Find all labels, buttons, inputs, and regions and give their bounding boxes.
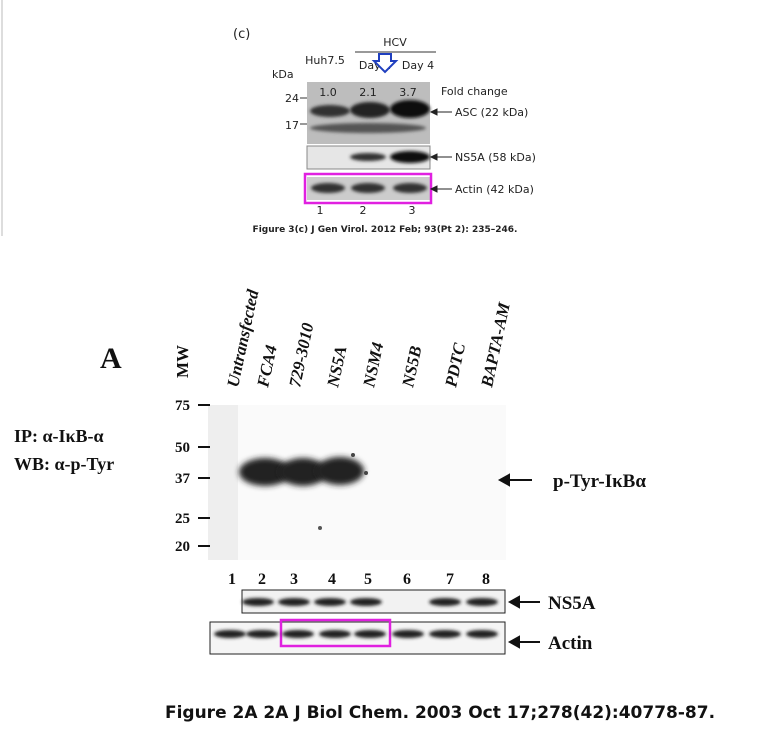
band — [242, 598, 274, 606]
band — [310, 123, 426, 133]
band — [239, 458, 291, 486]
band — [311, 183, 345, 193]
actin-strip — [209, 621, 506, 655]
band — [390, 100, 430, 118]
arrows — [497, 473, 540, 649]
speck — [351, 453, 355, 457]
ip-label: IP: α-IκB-α — [14, 426, 104, 446]
marker: 24 — [285, 92, 299, 105]
arrow-icon — [371, 53, 399, 74]
band — [390, 151, 430, 163]
fold-value: 3.7 — [399, 86, 417, 99]
band — [466, 598, 498, 606]
band — [392, 630, 424, 638]
band — [278, 598, 310, 606]
lane-label: NSM4 — [359, 341, 387, 390]
panel-a: A MW IP: α-IκB-α WB: α-p-Tyr p-Tyr-IκBα … — [14, 287, 646, 655]
group-label: HCV — [383, 36, 407, 49]
wb-label: WB: α-p-Tyr — [14, 454, 114, 474]
lane-number: 2 — [258, 571, 266, 588]
strip-label: NS5A — [548, 593, 596, 614]
band — [246, 630, 278, 638]
marker: 20 — [175, 539, 190, 555]
lane-number: 1 — [228, 571, 236, 588]
band — [393, 183, 427, 193]
band — [466, 630, 498, 638]
lane-label: Huh7.5 — [305, 54, 345, 67]
band — [429, 630, 461, 638]
highlight-box — [279, 618, 392, 648]
band — [351, 183, 385, 193]
band — [319, 630, 351, 638]
fold-header: Fold change — [441, 85, 508, 98]
speck — [318, 526, 322, 530]
lane-number: 3 — [290, 571, 298, 588]
marker: 25 — [175, 511, 190, 527]
lane-label: FCA4 — [253, 343, 281, 390]
lane-number: 2 — [360, 204, 367, 217]
marker: 17 — [285, 119, 299, 132]
band — [279, 458, 327, 486]
band — [350, 598, 382, 606]
band-label: Actin (42 kDa) — [455, 183, 534, 196]
band — [350, 153, 386, 161]
strip-label: Actin — [548, 633, 593, 654]
band-label: ASC (22 kDa) — [455, 106, 528, 119]
band — [282, 630, 314, 638]
kda-label: kDa — [272, 68, 294, 81]
lane-label: BAPTA-AM — [477, 300, 514, 390]
marker: 37 — [175, 471, 191, 487]
band — [310, 105, 350, 117]
lane-number: 4 — [328, 571, 336, 588]
panel-c: (c) HCV Huh7.5 Day 2 Day 4 kDa 24 17 1.0… — [233, 27, 536, 235]
lane-number: 7 — [446, 571, 454, 588]
lane-label: NS5B — [398, 344, 425, 390]
band — [354, 630, 386, 638]
marker: 75 — [175, 398, 190, 414]
band — [314, 598, 346, 606]
band — [316, 457, 364, 485]
lane-number: 5 — [364, 571, 372, 588]
band — [350, 102, 390, 118]
mw-label: MW — [173, 345, 192, 378]
caption: Figure 3(c) J Gen Virol. 2012 Feb; 93(Pt… — [253, 225, 518, 235]
fold-value: 1.0 — [319, 86, 337, 99]
lane-label: Day 4 — [402, 59, 434, 72]
blot-shade — [208, 405, 238, 560]
marker: 50 — [175, 440, 190, 456]
lane-number: 3 — [409, 204, 416, 217]
lane-label: NS5A — [323, 344, 350, 390]
fold-value: 2.1 — [359, 86, 377, 99]
lane-label: PDTC — [441, 341, 469, 390]
panel-label: (c) — [233, 27, 250, 42]
lane-number: 8 — [482, 571, 490, 588]
lane-number: 6 — [403, 571, 411, 588]
lane-label: 729-3010 — [285, 321, 317, 389]
band-label: p-Tyr-IκBα — [553, 471, 646, 492]
band — [429, 598, 461, 606]
panel-label: A — [100, 342, 122, 375]
speck — [364, 471, 368, 475]
band-label: NS5A (58 kDa) — [455, 151, 536, 164]
lane-number: 1 — [317, 204, 324, 217]
caption: Figure 2A 2A J Biol Chem. 2003 Oct 17;27… — [165, 703, 715, 723]
band — [214, 630, 246, 638]
arrows — [429, 108, 452, 193]
